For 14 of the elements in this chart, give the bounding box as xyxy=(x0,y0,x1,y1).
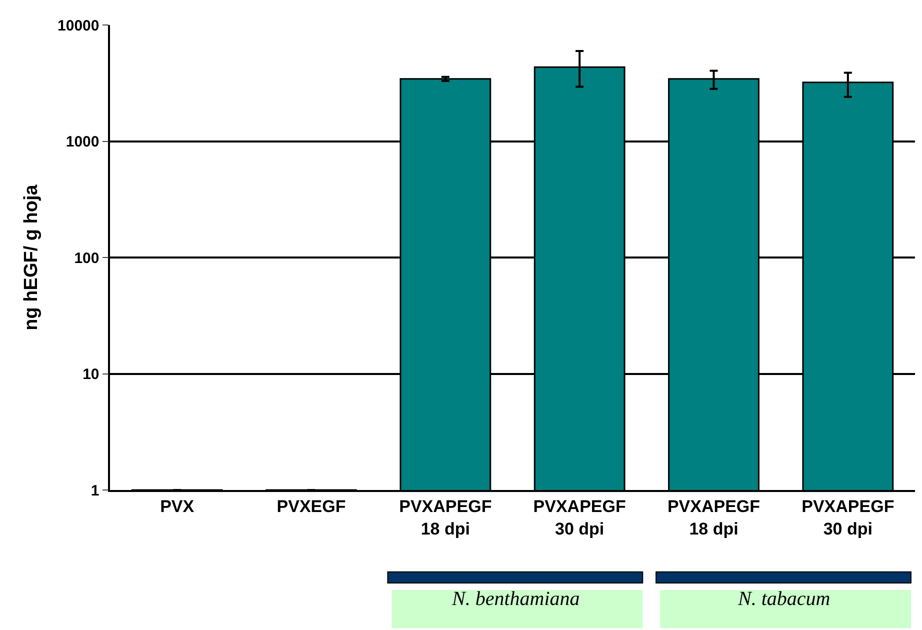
y-tick-label: 10 xyxy=(82,366,100,383)
x-tick-label: PVXAPEGF 18 dpi xyxy=(667,497,760,538)
y-axis-title: ng hEGF/ g hoja xyxy=(20,184,42,330)
x-tick-label: PVXAPEGF 30 dpi xyxy=(533,497,626,538)
text: N. benthamiana xyxy=(451,588,580,610)
x-tick-label: PVXAPEGF 30 dpi xyxy=(802,497,894,538)
y-tick-label: 1000 xyxy=(66,134,100,150)
text: N. tabacum xyxy=(737,588,830,610)
x-tick-label: PVXAPEGF 18 dpi xyxy=(399,497,492,538)
x-tick-label: PVX xyxy=(160,497,195,516)
x-tick-label: PVXEGF xyxy=(276,497,346,516)
y-tick-label: 10000 xyxy=(58,17,100,34)
y-tick-label: 1 xyxy=(90,482,100,500)
y-tick-label: 100 xyxy=(74,250,100,267)
